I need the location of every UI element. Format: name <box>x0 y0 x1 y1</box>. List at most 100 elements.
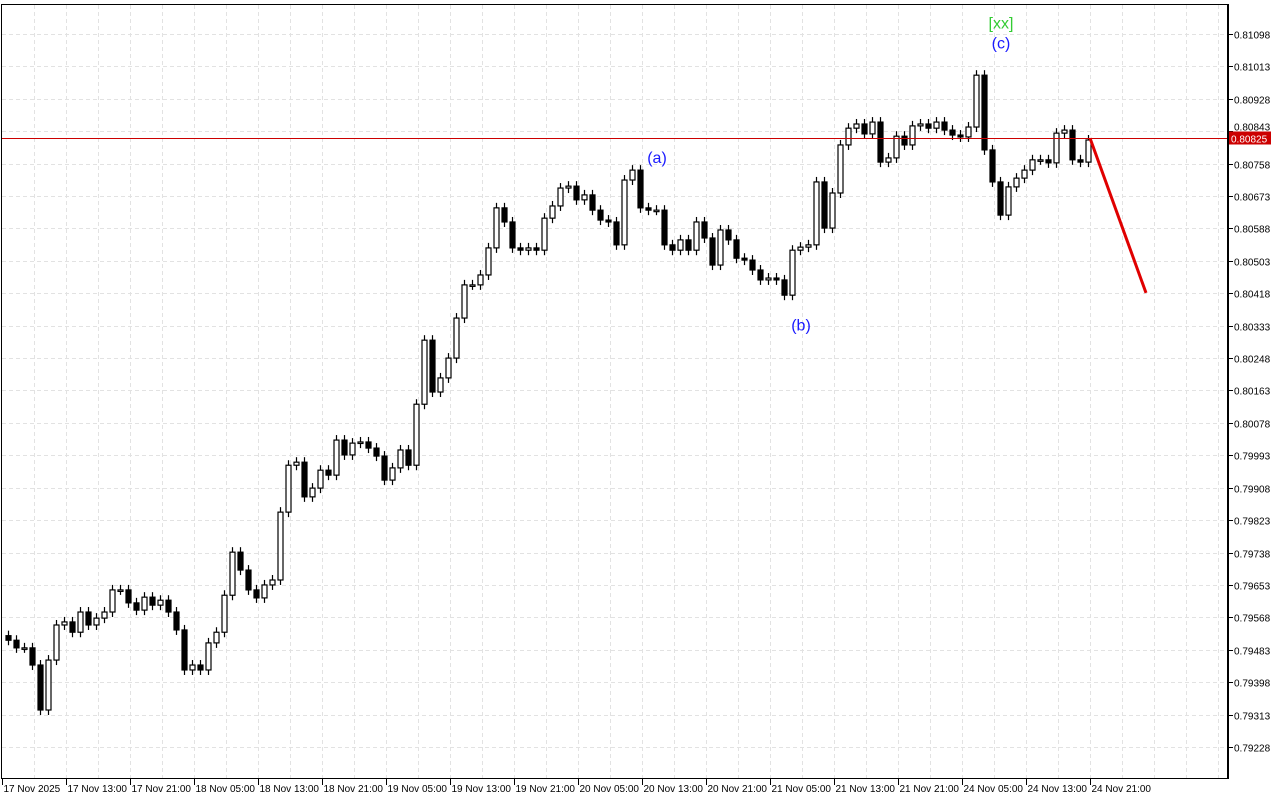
candle-bull <box>93 617 100 626</box>
candle-bull <box>1013 177 1020 188</box>
price-label: 0.81013 <box>1234 63 1271 74</box>
candle-bull <box>765 277 772 281</box>
candle-bear <box>773 277 780 281</box>
candle-bear <box>181 629 188 671</box>
candle-bear <box>149 596 156 606</box>
candle-bull <box>885 157 892 163</box>
candle-bear <box>253 589 260 599</box>
candle-bear <box>821 181 828 229</box>
candle-bear <box>749 259 756 271</box>
candle-bear <box>1077 159 1084 163</box>
candle-bear <box>29 647 36 666</box>
candle-bear <box>237 551 244 571</box>
candle-bull <box>397 449 404 469</box>
candle-bull <box>653 209 660 213</box>
time-label: 19 Nov 13:00 <box>452 784 512 795</box>
candle-bull <box>629 169 636 181</box>
candle-bear <box>373 447 380 457</box>
candle-bull <box>469 284 476 287</box>
price-label: 0.80333 <box>1234 323 1271 334</box>
candle-bear <box>405 449 412 466</box>
candle-bull <box>565 185 572 189</box>
candle-bull <box>45 659 52 711</box>
candle-bull <box>61 621 68 626</box>
candle-bull <box>621 179 628 246</box>
candle-bull <box>717 229 724 266</box>
candle-bull <box>693 221 700 251</box>
candle-bear <box>701 221 708 239</box>
price-label: 0.80503 <box>1234 258 1271 269</box>
candle-bear <box>589 194 596 211</box>
candle-bull <box>269 579 276 586</box>
candle-bear <box>741 257 748 261</box>
candle-bear <box>981 74 988 151</box>
candle-bull <box>541 217 548 251</box>
time-label: 17 Nov 21:00 <box>132 784 192 795</box>
price-label: 0.80248 <box>1234 355 1271 366</box>
time-label: 20 Nov 21:00 <box>708 784 768 795</box>
candle-bull <box>285 464 292 513</box>
time-label: 17 Nov 13:00 <box>68 784 128 795</box>
candle-bull <box>1005 186 1012 216</box>
candle-bear <box>573 185 580 201</box>
candle-bull <box>437 377 444 393</box>
forecast-arrow <box>1088 137 1148 294</box>
candle-bull <box>477 274 484 286</box>
candle-bull <box>525 247 532 251</box>
candle-bear <box>645 207 652 211</box>
candle-bull <box>1085 139 1092 163</box>
candle-bear <box>85 611 92 626</box>
candle-bull <box>141 596 148 611</box>
candle-bull <box>213 631 220 644</box>
wave-label: (a) <box>647 150 667 167</box>
candle-bull <box>317 469 324 489</box>
candle-bull <box>21 647 28 650</box>
candle-bull <box>117 589 124 593</box>
candle-bull <box>805 244 812 248</box>
candle-bear <box>901 135 908 146</box>
price-label: 0.79653 <box>1234 582 1271 593</box>
candle-bull <box>581 194 588 201</box>
candle-bull <box>677 239 684 251</box>
candle-bear <box>661 209 668 246</box>
candle-bull <box>1037 159 1044 162</box>
candle-bull <box>453 317 460 359</box>
price-label: 0.79993 <box>1234 452 1271 463</box>
candle-bull <box>869 121 876 135</box>
candle-bear <box>245 569 252 591</box>
candle-bull <box>421 339 428 405</box>
candle-bull <box>829 192 836 229</box>
time-label: 18 Nov 13:00 <box>260 784 320 795</box>
time-label: 18 Nov 05:00 <box>196 784 256 795</box>
candle-bull <box>813 181 820 246</box>
candle-bear <box>949 129 956 136</box>
candle-bull <box>461 284 468 319</box>
price-label: 0.79313 <box>1234 712 1271 723</box>
time-label: 21 Nov 21:00 <box>900 784 960 795</box>
candle-bull <box>157 599 164 606</box>
candle-bear <box>13 639 20 649</box>
overlays: (b) (a) (c) [xx] <box>2 15 1228 335</box>
wave-label: [xx] <box>989 15 1014 32</box>
candle-bull <box>277 511 284 581</box>
candle-bull <box>333 439 340 476</box>
candle-bull <box>837 144 844 194</box>
candle-bear <box>365 441 372 449</box>
candle-bear <box>5 635 12 641</box>
price-label: 0.80418 <box>1234 290 1271 301</box>
candle-bull <box>557 187 564 207</box>
price-label: 0.79228 <box>1234 744 1271 755</box>
candle-bear <box>37 664 44 711</box>
candle-bear <box>125 589 132 604</box>
candle-bull <box>309 487 316 498</box>
price-label: 0.80078 <box>1234 420 1271 431</box>
candle-bear <box>989 149 996 183</box>
candle-bear <box>685 239 692 251</box>
candle-bear <box>733 239 740 259</box>
candle-bull <box>293 461 300 466</box>
candle-bull <box>53 624 60 661</box>
candle-bear <box>509 221 516 249</box>
candle-bear <box>301 461 308 498</box>
price-label: 0.79398 <box>1234 679 1271 690</box>
